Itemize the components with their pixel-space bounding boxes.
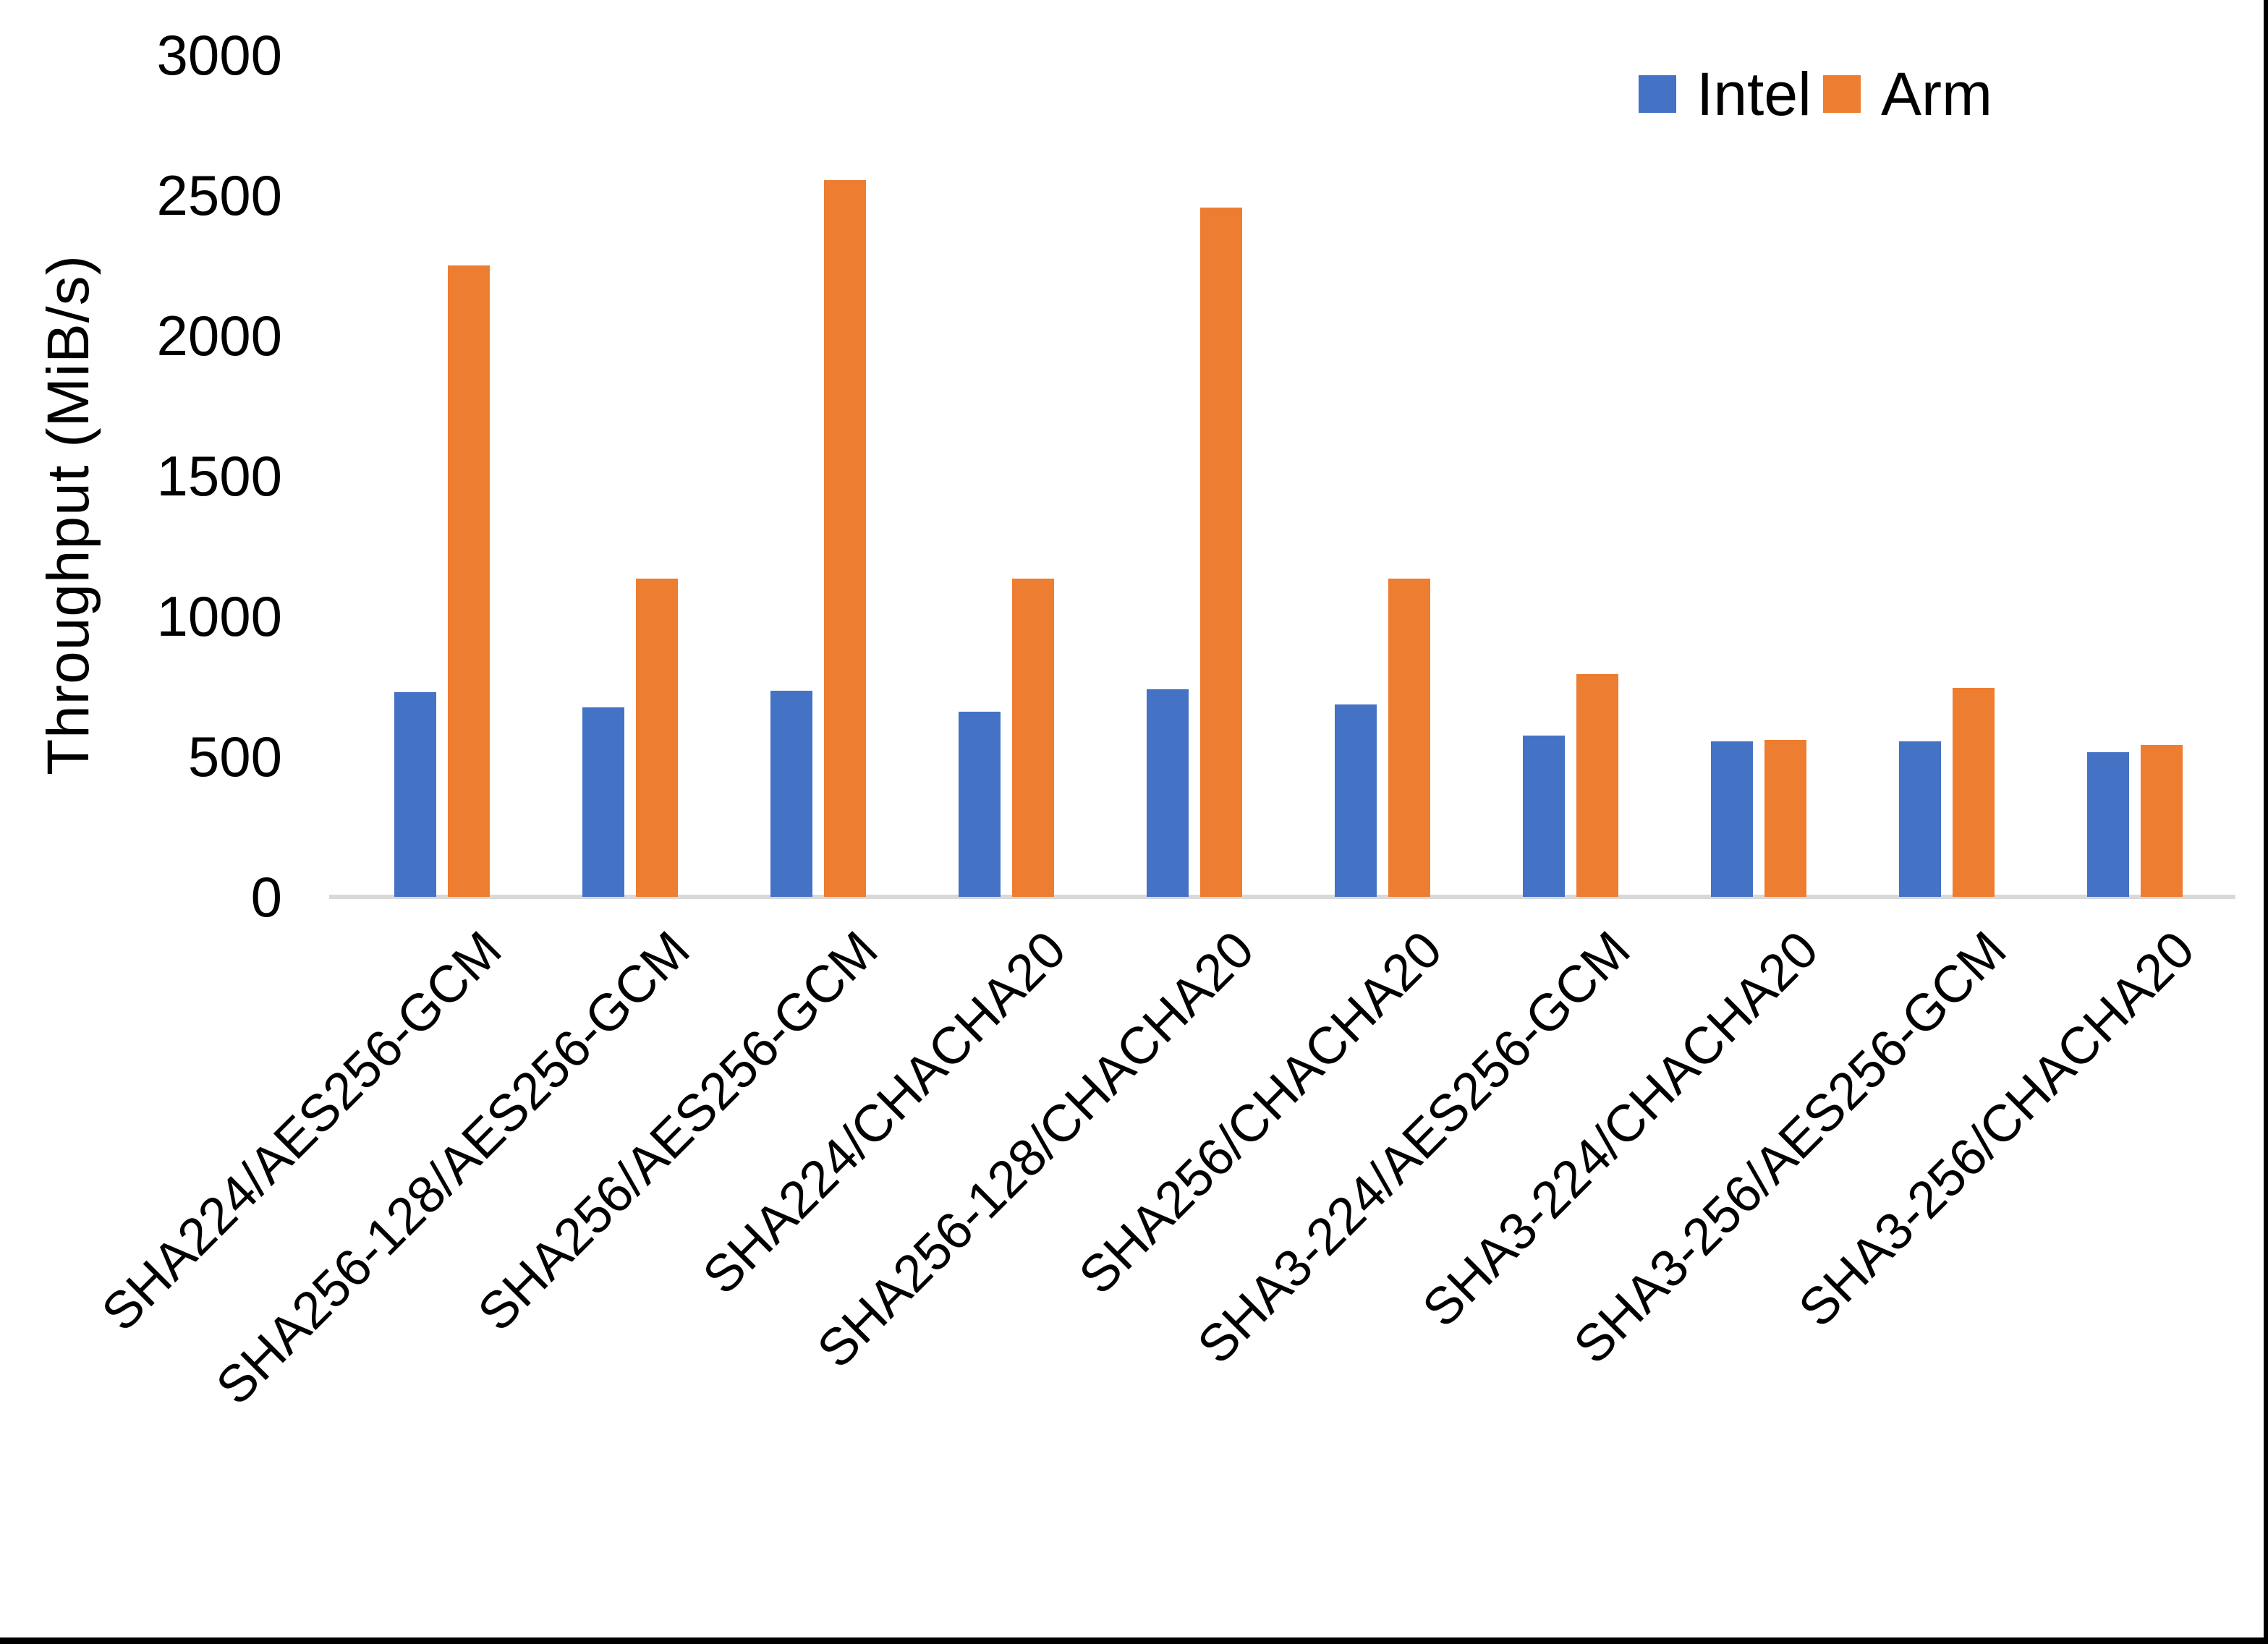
y-tick-label-2500: 2500 (156, 163, 282, 227)
page-border-right (2264, 0, 2268, 1644)
y-tick-label-0: 0 (250, 865, 282, 929)
bar-intel-SHA256/AES256-GCM (770, 690, 812, 897)
bar-intel-SHA3-224/CHACHA20 (1711, 741, 1753, 897)
legend-item-arm: Arm (1823, 64, 1992, 124)
legend-swatch-arm (1823, 75, 1861, 113)
bar-arm-SHA3-224/AES256-GCM (1576, 673, 1618, 897)
bar-arm-SHA3-256/AES256-GCM (1953, 687, 1995, 897)
bar-arm-SHA224/CHACHA20 (1012, 578, 1054, 897)
page-border-bottom (0, 1637, 2268, 1644)
legend-item-intel: Intel (1639, 64, 1812, 124)
bar-intel-SHA3-256/AES256-GCM (1899, 741, 1941, 897)
bar-intel-SHA224/AES256-GCM (394, 691, 436, 897)
bar-arm-SHA256/CHACHA20 (1388, 578, 1430, 897)
bar-intel-SHA256-128/AES256-GCM (582, 707, 624, 897)
bar-arm-SHA256-128/CHACHA20 (1200, 208, 1242, 897)
x-axis-line (329, 895, 2235, 899)
x-category-label-SHA224/CHACHA20: SHA224/CHACHA20 (692, 920, 1077, 1306)
bar-arm-SHA3-224/CHACHA20 (1764, 739, 1806, 897)
y-tick-label-1000: 1000 (156, 584, 282, 648)
legend-label-arm: Arm (1881, 60, 1992, 128)
x-category-label-SHA256/CHACHA20: SHA256/CHACHA20 (1068, 920, 1453, 1306)
bar-arm-SHA256-128/AES256-GCM (636, 578, 678, 897)
bar-intel-SHA3-256/CHACHA20 (2087, 752, 2129, 897)
y-tick-label-3000: 3000 (156, 23, 282, 87)
bar-arm-SHA224/AES256-GCM (448, 265, 490, 897)
legend-swatch-intel (1639, 75, 1676, 113)
bar-intel-SHA256-128/CHACHA20 (1147, 689, 1189, 897)
bar-intel-SHA224/CHACHA20 (959, 711, 1001, 897)
bar-intel-SHA256/CHACHA20 (1335, 704, 1377, 897)
y-tick-label-500: 500 (187, 725, 282, 788)
bar-intel-SHA3-224/AES256-GCM (1523, 735, 1565, 897)
y-tick-label-2000: 2000 (156, 304, 282, 367)
y-axis-title: Throughput (MiB/s) (35, 255, 101, 775)
legend-label-intel: Intel (1696, 60, 1812, 128)
y-tick-label-1500: 1500 (156, 444, 282, 508)
bar-arm-SHA3-256/CHACHA20 (2141, 745, 2183, 897)
bar-arm-SHA256/AES256-GCM (824, 179, 866, 897)
